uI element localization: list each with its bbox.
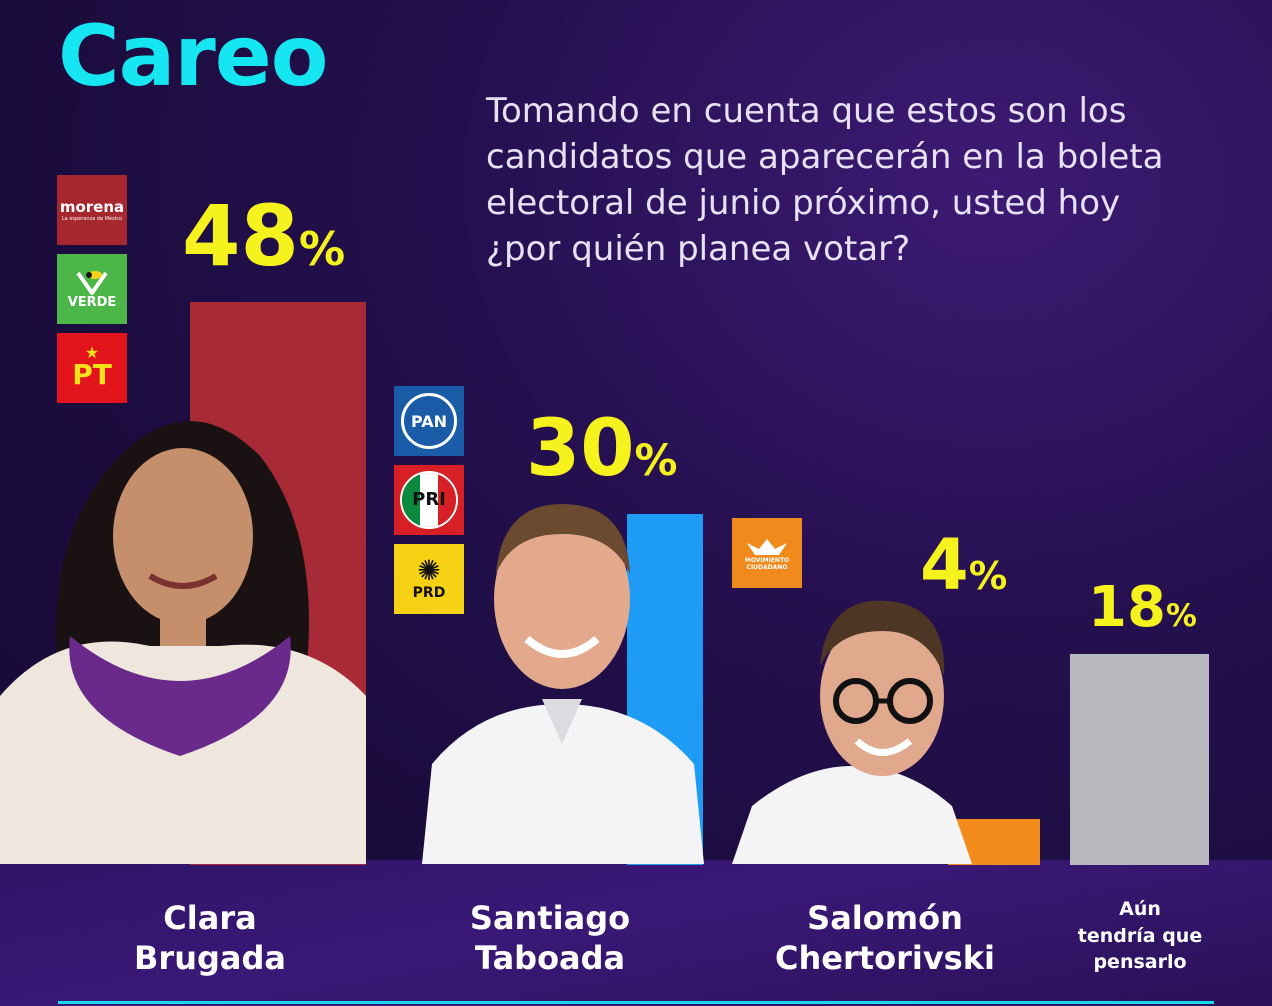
percent-label-aun: 18%: [1088, 575, 1197, 640]
mc-logo: MOVIMIENTO CIUDADANO: [732, 518, 802, 588]
prd-logo: ✺ PRD: [394, 544, 464, 614]
percent-label-santiago: 30%: [526, 404, 678, 494]
percent-label-clara: 48%: [182, 187, 346, 285]
category-label-aun: Aún tendría que pensarlo: [1077, 898, 1203, 974]
star-icon: ★: [84, 343, 100, 362]
toucan-icon: [76, 270, 108, 295]
category-label-salomon: Salomón Chertorivski: [775, 899, 995, 977]
survey-question: Tomando en cuenta que estos son los cand…: [486, 91, 1164, 269]
verde-logo: VERDE: [57, 254, 127, 324]
portrait-clara-brugada: [0, 396, 366, 864]
percent-label-salomon: 4%: [920, 524, 1008, 606]
category-label-santiago: Santiago Taboada: [469, 899, 631, 977]
bottom-accent-line: [58, 1001, 1214, 1004]
category-label-clara: Clara Brugada: [134, 899, 286, 977]
page-title: Careo: [58, 7, 328, 105]
portrait-santiago-taboada: [422, 494, 704, 864]
sun-icon: ✺: [417, 554, 441, 587]
pri-logo: PRI: [394, 465, 464, 535]
bottom-band: [0, 860, 1272, 1006]
bar-aun-tendria-que-pensarlo: [1070, 654, 1209, 865]
pan-logo: PAN: [394, 386, 464, 456]
pt-logo: ★ PT: [57, 333, 127, 403]
portrait-salomon-chertorivski: [732, 596, 972, 864]
eagle-icon: [747, 539, 787, 555]
morena-logo: morena La esperanza de México: [57, 175, 127, 245]
